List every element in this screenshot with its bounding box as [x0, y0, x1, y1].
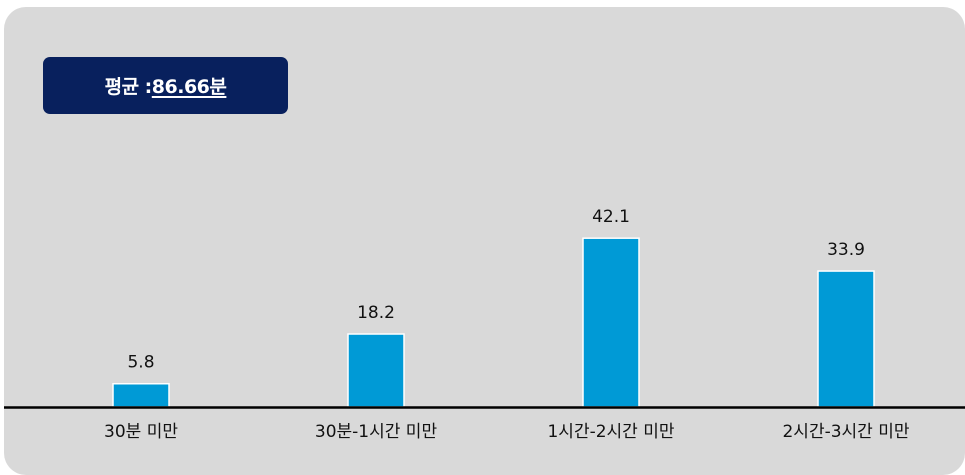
value-label: 33.9	[827, 240, 865, 260]
value-labels-group: 5.8 18.2 42.1 33.9	[127, 207, 864, 373]
value-label: 18.2	[357, 303, 395, 323]
average-badge: 평균 : 86.66분	[43, 57, 288, 114]
category-label: 30분-1시간 미만	[315, 422, 438, 442]
category-labels-group: 30분 미만 30분-1시간 미만 1시간-2시간 미만 2시간-3시간 미만	[104, 422, 910, 442]
average-value: 86.66분	[151, 76, 227, 98]
value-label: 5.8	[127, 353, 154, 373]
bars-group	[112, 237, 875, 408]
bar	[582, 237, 640, 408]
value-label: 42.1	[592, 207, 630, 227]
bar	[817, 270, 875, 408]
bar	[347, 333, 405, 408]
bar	[112, 382, 170, 408]
category-label: 1시간-2시간 미만	[547, 422, 674, 442]
category-label: 30분 미만	[104, 422, 178, 442]
category-label: 2시간-3시간 미만	[782, 422, 909, 442]
average-label: 평균 :	[104, 76, 153, 98]
